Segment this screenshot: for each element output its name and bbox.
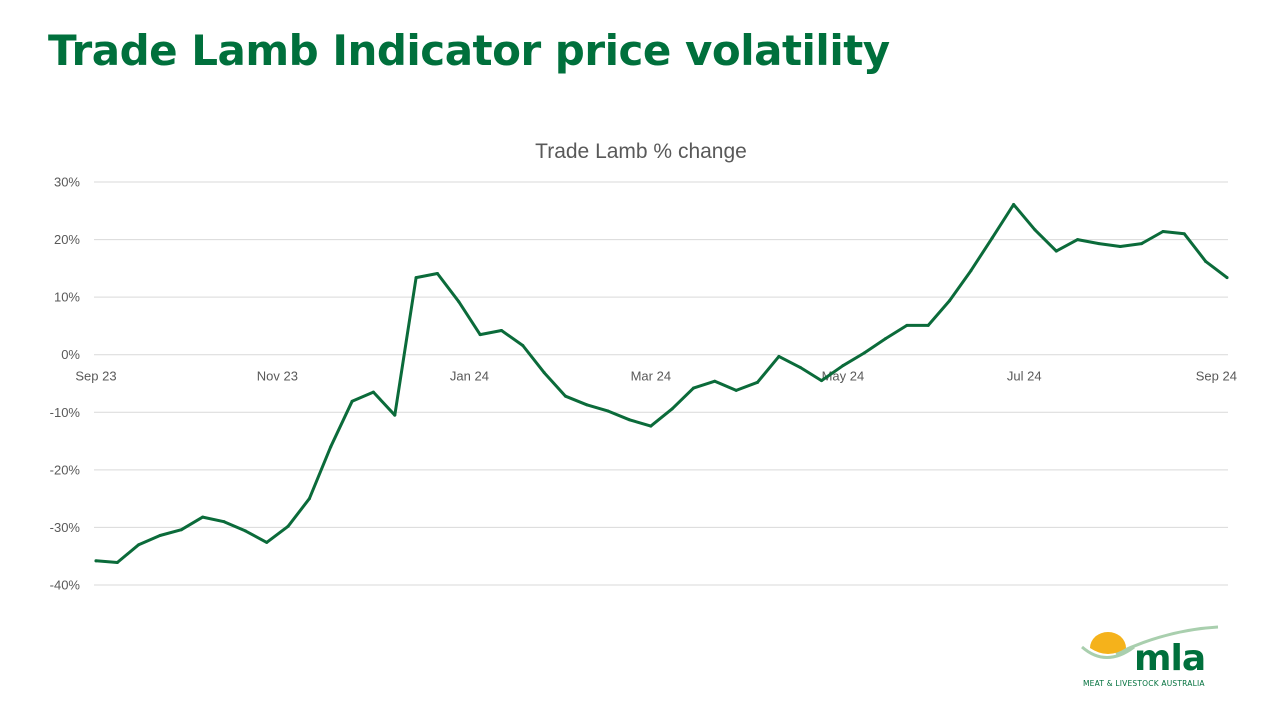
- data-point: [307, 497, 311, 501]
- data-point: [1225, 276, 1229, 280]
- data-point: [1054, 249, 1058, 253]
- data-point: [1161, 230, 1165, 234]
- data-point: [820, 379, 824, 383]
- logo-wordmark: mla: [1134, 638, 1206, 679]
- data-point: [990, 236, 994, 240]
- chart-title: Trade Lamb % change: [535, 140, 747, 163]
- data-point: [627, 418, 631, 422]
- data-point: [1118, 244, 1122, 248]
- data-point: [435, 272, 439, 276]
- data-point: [649, 424, 653, 428]
- data-point: [286, 524, 290, 528]
- data-point: [734, 388, 738, 392]
- mla-logo: mla MEAT & LIVESTOCK AUSTRALIA: [1076, 620, 1226, 692]
- x-tick-label: Mar 24: [631, 369, 671, 384]
- data-point: [713, 379, 717, 383]
- data-point: [926, 323, 930, 327]
- data-point: [777, 354, 781, 358]
- y-tick-label: -40%: [50, 578, 81, 593]
- data-point: [948, 299, 952, 303]
- data-point: [542, 371, 546, 375]
- data-point: [692, 386, 696, 390]
- data-point: [371, 390, 375, 394]
- y-tick-label: 10%: [54, 290, 80, 305]
- x-tick-label: Sep 24: [1196, 369, 1237, 384]
- data-point: [1182, 232, 1186, 236]
- y-axis-ticks: 30% 20% 10% 0% -10% -20% -30% -40%: [50, 175, 81, 593]
- y-tick-label: -30%: [50, 520, 81, 535]
- y-tick-label: -10%: [50, 405, 81, 420]
- data-point: [521, 344, 525, 348]
- data-point: [969, 269, 973, 273]
- data-point: [884, 337, 888, 341]
- data-point: [606, 409, 610, 413]
- data-point: [414, 276, 418, 280]
- data-point: [670, 407, 674, 411]
- data-point: [1012, 202, 1016, 206]
- data-point: [158, 533, 162, 537]
- data-point: [585, 403, 589, 407]
- gridlines: [94, 181, 1228, 586]
- data-point: [1204, 259, 1208, 263]
- data-point: [478, 333, 482, 337]
- x-tick-label: Nov 23: [257, 369, 298, 384]
- data-point: [862, 351, 866, 355]
- data-point: [115, 561, 119, 565]
- data-point: [265, 540, 269, 544]
- page-title: Trade Lamb Indicator price volatility: [48, 26, 890, 75]
- data-point: [329, 445, 333, 449]
- data-point: [201, 515, 205, 519]
- data-point: [137, 543, 141, 547]
- data-point: [841, 364, 845, 368]
- y-tick-label: -20%: [50, 462, 81, 477]
- data-point: [243, 529, 247, 533]
- data-point: [563, 394, 567, 398]
- data-point: [905, 323, 909, 327]
- y-tick-label: 20%: [54, 232, 80, 247]
- x-tick-label: Sep 23: [75, 369, 116, 384]
- series-line: [94, 203, 1229, 564]
- x-axis-ticks: Sep 23 Nov 23 Jan 24 Mar 24 May 24 Jul 24 Sep …: [75, 369, 1237, 384]
- data-point: [756, 380, 760, 384]
- series-layer: [94, 202, 1229, 565]
- data-point: [393, 413, 397, 417]
- data-point: [350, 399, 354, 403]
- y-tick-label: 30%: [54, 175, 80, 190]
- data-point: [1097, 242, 1101, 246]
- data-point: [1033, 228, 1037, 232]
- data-point: [1076, 238, 1080, 242]
- data-point: [499, 329, 503, 333]
- data-point: [94, 559, 98, 563]
- logo-tagline: MEAT & LIVESTOCK AUSTRALIA: [1083, 679, 1205, 688]
- data-point: [798, 365, 802, 369]
- data-point: [179, 528, 183, 532]
- data-point: [457, 300, 461, 304]
- y-tick-label: 0%: [61, 347, 80, 362]
- data-point: [1140, 242, 1144, 246]
- x-tick-label: Jul 24: [1007, 369, 1042, 384]
- x-tick-label: Jan 24: [450, 369, 489, 384]
- data-point: [222, 520, 226, 524]
- logo-emblem-icon: [1081, 625, 1219, 659]
